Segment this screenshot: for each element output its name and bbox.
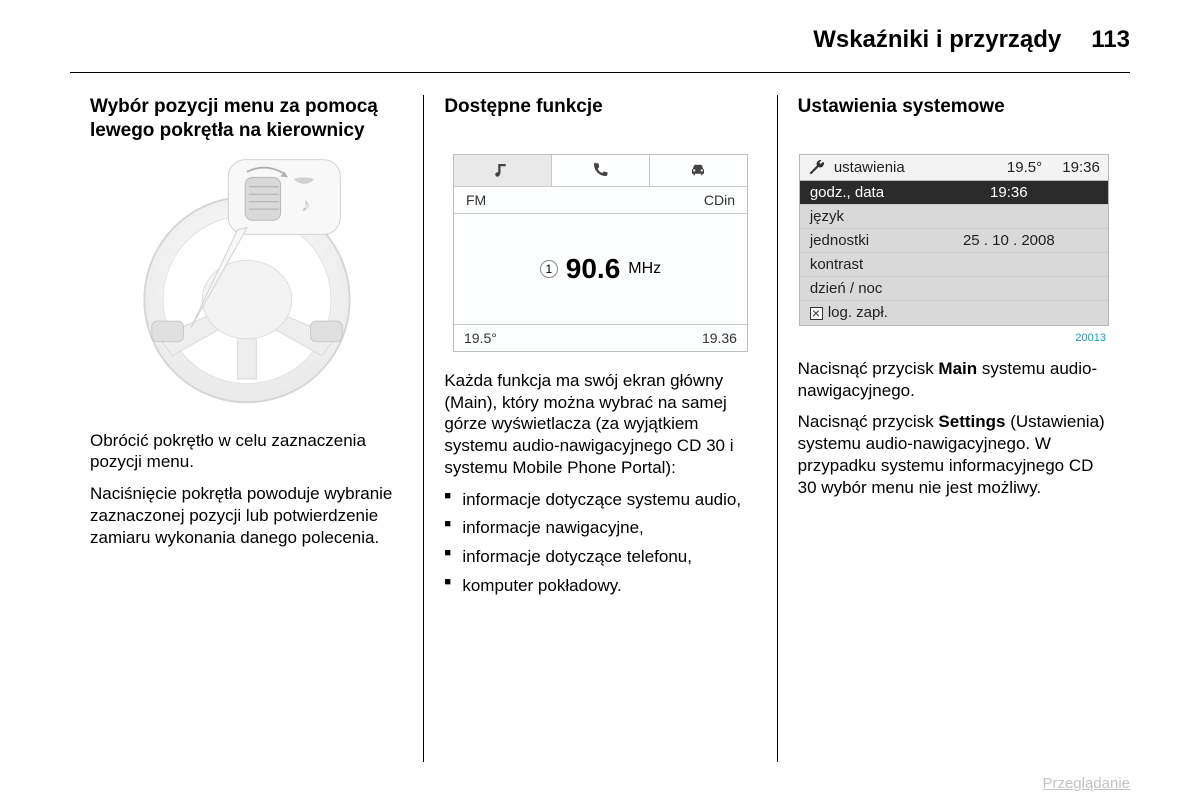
col2-heading: Dostępne funkcje [444,95,756,119]
footer-link[interactable]: Przeglądanie [1042,775,1130,792]
page-number: 113 [1091,26,1130,54]
column-3: Ustawienia systemowe ustawienia 19.5° 19… [777,95,1130,762]
col1-para2: Naciśnięcie pokrętła powoduje wybranie z… [90,483,403,548]
settings-title: ustawienia [834,159,905,176]
settings-row: log. zapł. [800,301,1108,325]
music-tab [454,155,552,187]
settings-row-label: kontrast [810,256,920,273]
settings-row-label: jednostki [810,232,920,249]
column-2: Dostępne funkcje FM CDin 1 90.6 [423,95,776,762]
radio-tabs [454,155,747,187]
car-icon [689,161,707,179]
settings-row-value: 25 . 10 . 2008 [920,232,1098,249]
phone-icon [591,161,609,179]
bullet-4: komputer pokładowy. [444,575,756,598]
radio-temp: 19.5° [464,330,497,346]
image-ref: 20013 [798,332,1110,344]
settings-row: godz., data19:36 [800,181,1108,205]
col3-heading: Ustawienia systemowe [798,95,1110,119]
radio-preset: 1 [540,260,558,278]
radio-unit: MHz [628,260,661,278]
radio-frequency: 90.6 [566,253,621,285]
car-tab [650,155,747,187]
bullet-3: informacje dotyczące telefonu, [444,546,756,569]
col3-p1-bold: Main [938,359,977,378]
settings-row-label: język [810,208,920,225]
settings-row: jednostki25 . 10 . 2008 [800,229,1108,253]
radio-band: FM [466,192,486,208]
settings-row-label: dzień / noc [810,280,920,297]
bullet-2: informacje nawigacyjne, [444,517,756,540]
settings-display: ustawienia 19.5° 19:36 godz., data19:36j… [799,154,1109,326]
checkbox-icon [810,307,823,320]
settings-row: język [800,205,1108,229]
bullet-1: informacje dotyczące systemu audio, [444,489,756,512]
radio-clock: 19.36 [702,330,737,346]
radio-source: CDin [704,192,735,208]
page-header: Wskaźniki i przyrządy 113 [813,26,1130,54]
content-columns: Wybór pozycji menu za pomocą lewego pokr… [70,95,1130,762]
settings-header: ustawienia 19.5° 19:36 [800,155,1108,181]
settings-row-label: log. zapł. [810,304,920,321]
steering-wheel-illustration: ♪ [90,155,403,412]
column-1: Wybór pozycji menu za pomocą lewego pokr… [70,95,423,762]
col2-bullets: informacje dotyczące systemu audio, info… [444,489,756,599]
settings-row: dzień / noc [800,277,1108,301]
radio-footer: 19.5° 19.36 [454,324,747,351]
col3-p2-pre: Nacisnąć przycisk [798,412,939,431]
settings-row: kontrast [800,253,1108,277]
radio-display: FM CDin 1 90.6 MHz 19.5° 19.36 [453,154,748,352]
col2-para1: Każda funkcja ma swój ekran główny (Main… [444,370,756,479]
settings-temp: 19.5° [1007,159,1042,176]
wrench-icon [808,160,826,174]
radio-subheader: FM CDin [454,187,747,214]
settings-row-label: godz., data [810,184,920,201]
music-icon [493,161,511,179]
col3-para1: Nacisnąć przycisk Main systemu audio-naw… [798,358,1110,402]
settings-row-value: 19:36 [920,184,1098,201]
col3-p1-pre: Nacisnąć przycisk [798,359,939,378]
chapter-title: Wskaźniki i przyrządy [813,26,1061,54]
col3-p2-bold: Settings [938,412,1005,431]
col3-para2: Nacisnąć przycisk Settings (Ustawienia) … [798,411,1110,498]
svg-text:♪: ♪ [301,194,310,215]
settings-clock: 19:36 [1062,159,1100,176]
col1-para1: Obrócić pokrętło w celu zaznaczenia pozy… [90,430,403,474]
col1-heading: Wybór pozycji menu za pomocą lewego pokr… [90,95,403,143]
steering-wheel-icon: ♪ [107,155,387,407]
phone-tab [552,155,650,187]
radio-main: 1 90.6 MHz [454,214,747,324]
settings-rows: godz., data19:36językjednostki25 . 10 . … [800,181,1108,325]
header-rule [70,72,1130,73]
